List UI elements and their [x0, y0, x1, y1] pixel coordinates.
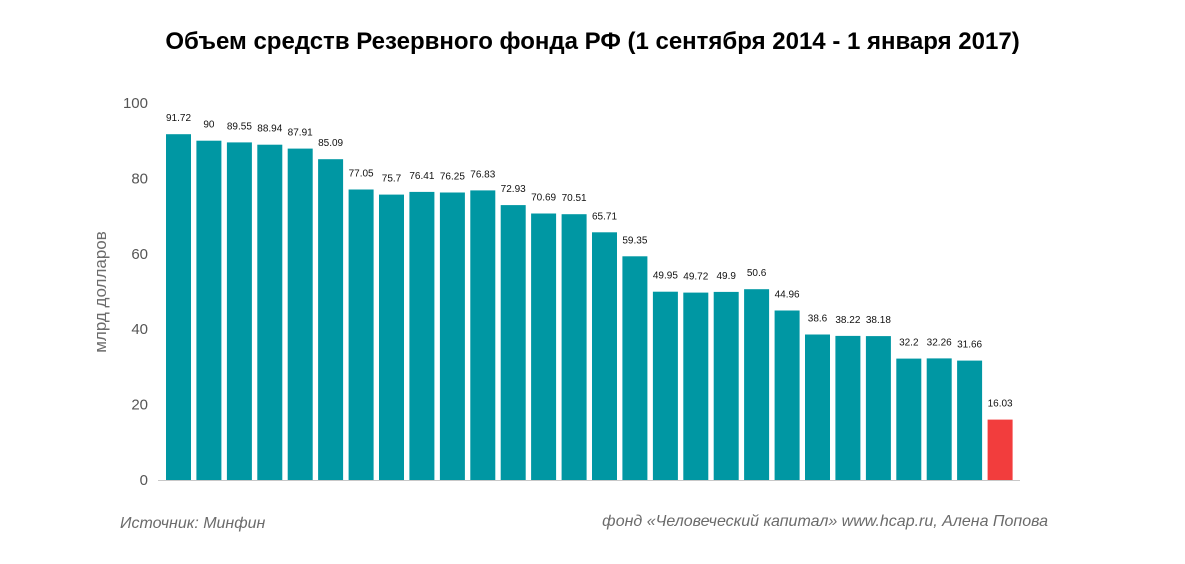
data-label: 49.72 [683, 272, 708, 283]
data-label: 85.09 [318, 138, 343, 149]
bar [683, 292, 709, 480]
data-label: 76.25 [440, 172, 465, 183]
bar [226, 142, 252, 480]
bar [865, 336, 891, 480]
bar [774, 310, 800, 480]
data-label: 38.6 [808, 314, 828, 325]
data-label: 32.2 [899, 338, 919, 349]
data-label: 89.55 [227, 121, 252, 132]
data-label: 44.96 [775, 290, 800, 301]
bar [287, 148, 313, 480]
y-tick-label: 0 [140, 472, 148, 489]
chart-title: Объем средств Резервного фонда РФ (1 сен… [165, 28, 1020, 55]
bars [166, 134, 1013, 480]
credit-note: фонд «Человеческий капитал» www.hcap.ru,… [602, 513, 1048, 530]
data-label: 91.72 [166, 113, 191, 124]
bar [500, 205, 526, 480]
data-label: 31.66 [957, 340, 982, 351]
data-label: 76.83 [470, 169, 495, 180]
bar [561, 214, 587, 480]
bar [379, 194, 404, 480]
bar [531, 213, 557, 480]
data-label: 87.91 [288, 128, 313, 139]
data-labels: 91.72 90 89.55 88.94 87.91 85.09 77.05 75.7 76.4… [166, 113, 1013, 409]
bar [652, 291, 678, 480]
bar [744, 289, 770, 480]
data-label: 65.71 [592, 211, 617, 222]
data-label: 32.26 [927, 337, 952, 348]
bar [439, 192, 465, 480]
data-label: 75.7 [382, 174, 402, 185]
y-axis-ticks: 0 20 40 60 80 100 [123, 95, 148, 489]
bar [835, 335, 861, 480]
data-label: 70.69 [531, 193, 556, 204]
data-label: 50.6 [747, 268, 767, 279]
data-label: 90 [203, 120, 215, 131]
bar [805, 334, 830, 480]
bar [166, 134, 191, 480]
bar [196, 140, 222, 480]
y-tick-label: 100 [123, 95, 148, 112]
data-label: 76.41 [409, 171, 434, 182]
data-label: 16.03 [988, 399, 1013, 410]
data-label: 59.35 [622, 235, 647, 246]
data-label: 72.93 [501, 184, 526, 195]
data-label: 38.18 [866, 315, 891, 326]
data-label: 88.94 [257, 124, 282, 135]
bar [713, 291, 739, 480]
bar [409, 191, 435, 480]
data-label: 49.95 [653, 271, 678, 282]
y-tick-label: 80 [131, 170, 148, 187]
y-tick-label: 60 [131, 246, 148, 263]
bar [622, 256, 648, 480]
bar [957, 360, 983, 480]
bar [348, 189, 374, 480]
bar [926, 358, 952, 480]
y-axis-label: млрд долларов [91, 231, 110, 353]
data-label: 77.05 [349, 169, 374, 180]
y-tick-label: 20 [131, 397, 148, 414]
data-label: 49.9 [716, 271, 736, 282]
bar [987, 419, 1013, 480]
bar [318, 159, 344, 480]
source-note: Источник: Минфин [120, 515, 266, 532]
bar [257, 144, 283, 480]
bar [470, 190, 496, 480]
bar [592, 232, 617, 480]
data-label: 38.22 [835, 315, 860, 326]
data-label: 70.51 [562, 193, 587, 204]
bar [896, 358, 922, 480]
y-tick-label: 40 [131, 321, 148, 338]
